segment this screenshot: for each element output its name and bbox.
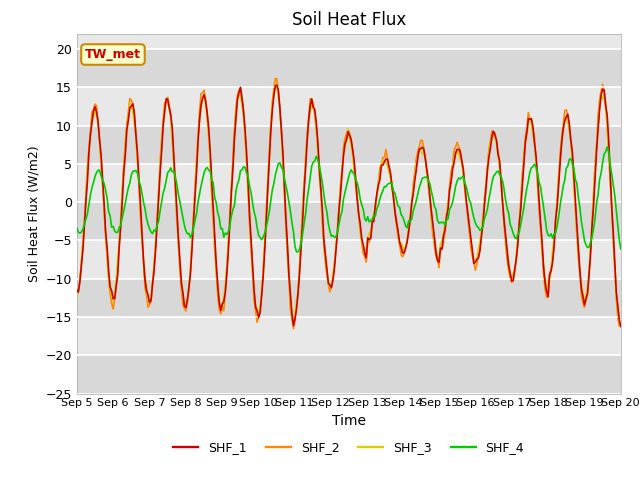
Line: SHF_2: SHF_2: [77, 78, 621, 329]
SHF_3: [273, 81, 281, 86]
Bar: [77, 202, 621, 240]
SHF_4: [235, 177, 243, 183]
SHF_3: [235, 92, 243, 97]
SHF_1: [617, 324, 625, 329]
SHF_1: [588, 224, 596, 229]
SHF_2: [253, 320, 261, 325]
SHF_3: [253, 307, 261, 313]
SHF_2: [235, 87, 243, 93]
Bar: [77, 317, 621, 355]
Bar: [77, 240, 621, 279]
SHF_4: [253, 225, 261, 230]
SHF_4: [73, 225, 81, 231]
Title: Soil Heat Flux: Soil Heat Flux: [292, 11, 406, 29]
Line: SHF_1: SHF_1: [77, 85, 621, 326]
SHF_1: [253, 308, 261, 314]
SHF_2: [140, 261, 147, 266]
Bar: [77, 125, 621, 164]
SHF_4: [140, 199, 147, 205]
Y-axis label: Soil Heat Flux (W/m2): Soil Heat Flux (W/m2): [27, 145, 40, 282]
SHF_2: [73, 293, 81, 299]
Bar: [77, 355, 621, 394]
Line: SHF_4: SHF_4: [77, 147, 621, 252]
SHF_2: [589, 191, 597, 196]
SHF_1: [73, 287, 81, 293]
SHF_3: [312, 126, 320, 132]
Bar: [77, 164, 621, 202]
SHF_4: [262, 225, 270, 230]
SHF_3: [73, 293, 81, 299]
SHF_3: [588, 223, 596, 228]
Legend: SHF_1, SHF_2, SHF_3, SHF_4: SHF_1, SHF_2, SHF_3, SHF_4: [168, 436, 529, 459]
Bar: [77, 49, 621, 87]
SHF_2: [314, 145, 321, 151]
SHF_4: [588, 235, 596, 240]
SHF_1: [262, 217, 270, 223]
SHF_3: [617, 322, 625, 327]
SHF_4: [312, 154, 320, 159]
SHF_1: [140, 256, 147, 262]
SHF_1: [273, 82, 281, 88]
Bar: [77, 279, 621, 317]
SHF_1: [235, 90, 243, 96]
SHF_4: [292, 249, 300, 255]
SHF_2: [262, 212, 270, 217]
SHF_4: [617, 246, 625, 252]
Bar: [77, 87, 621, 125]
SHF_3: [262, 209, 270, 215]
SHF_2: [290, 326, 298, 332]
Text: TW_met: TW_met: [85, 48, 141, 61]
SHF_4: [604, 144, 611, 150]
SHF_2: [617, 322, 625, 327]
SHF_3: [140, 257, 147, 263]
Line: SHF_3: SHF_3: [77, 84, 621, 324]
SHF_1: [312, 119, 320, 125]
X-axis label: Time: Time: [332, 414, 366, 428]
SHF_2: [271, 75, 279, 81]
